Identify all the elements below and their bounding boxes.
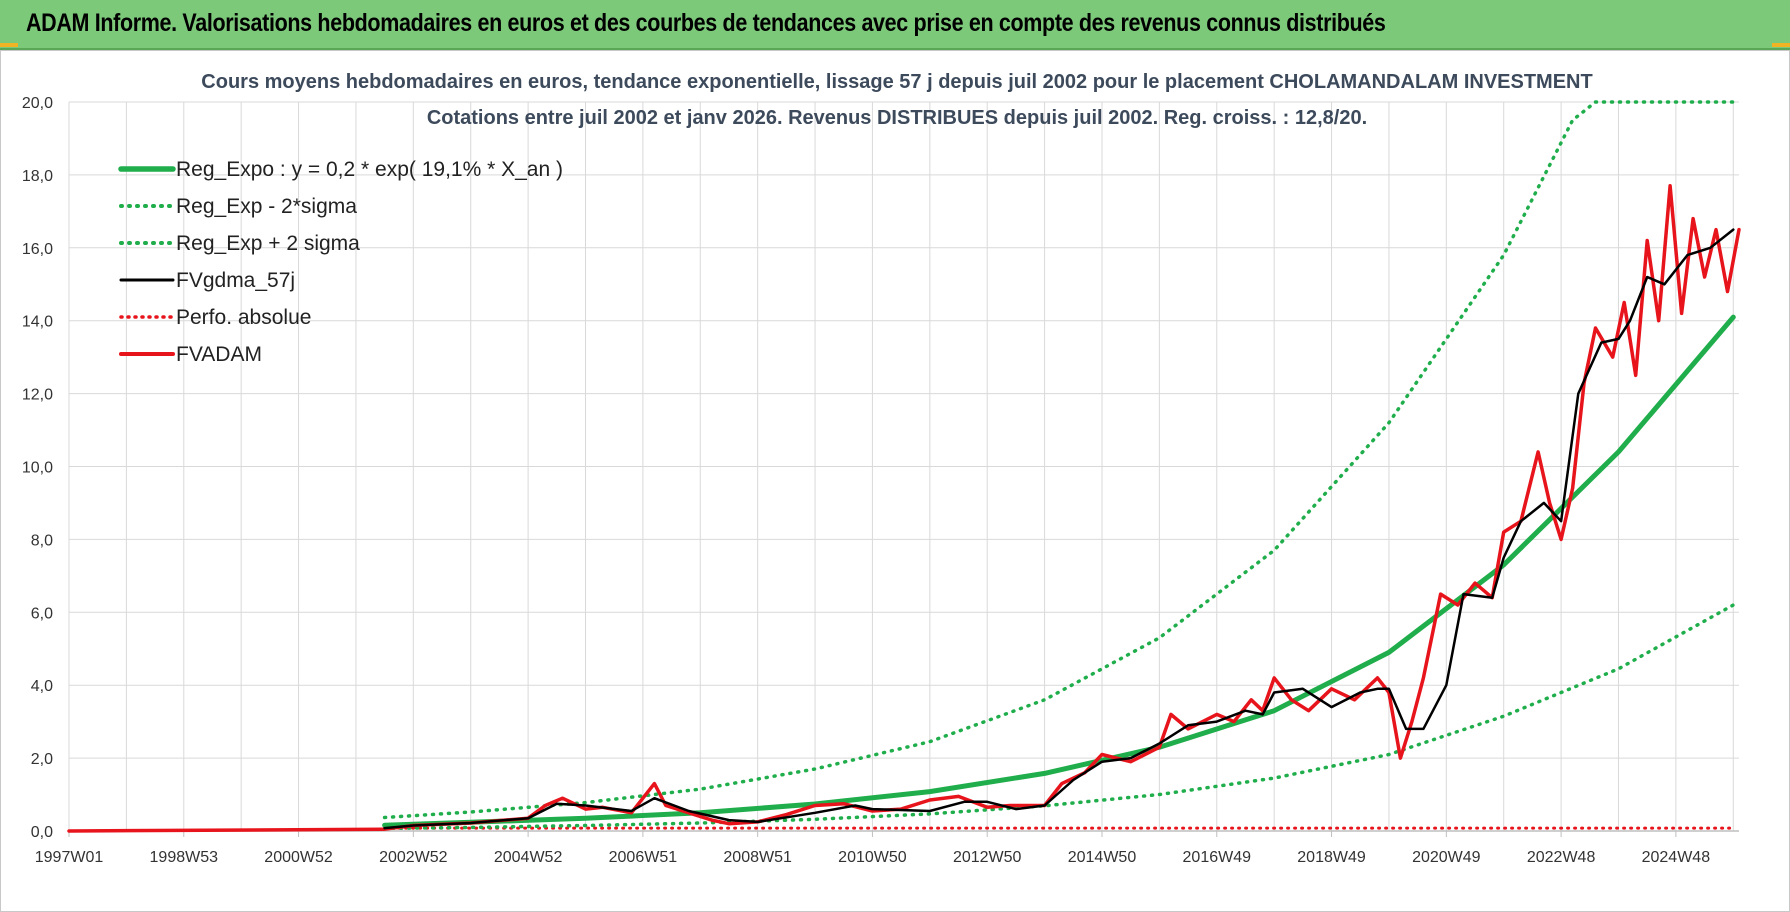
x-axis-ticks: 1997W01 1998W53 2000W52 2002W52 2004W52 2006W… xyxy=(35,831,1710,866)
legend-label: Reg_Exp + 2 sigma xyxy=(176,232,360,255)
chart-lines xyxy=(67,100,1741,833)
corner-mark-top-left xyxy=(0,43,18,47)
x-tick-label: 2020W49 xyxy=(1412,849,1481,866)
x-tick-label: 1997W01 xyxy=(35,849,104,866)
y-tick-label: 20,0 xyxy=(22,95,53,112)
corner-mark-top-right xyxy=(1772,43,1790,47)
y-tick-label: 8,0 xyxy=(31,532,53,549)
legend-label: Reg_Exp - 2*sigma xyxy=(176,195,357,218)
report-title: ADAM Informe. Valorisations hebdomadaire… xyxy=(26,9,1386,37)
y-tick-label: 16,0 xyxy=(22,241,53,258)
y-tick-label: 2,0 xyxy=(31,751,53,768)
x-tick-label: 2010W50 xyxy=(838,849,907,866)
chart-frame: 0,0 2,0 4,0 6,0 8,0 10,0 12,0 14,0 16,0 18,0 20,0 … xyxy=(0,50,1790,912)
x-tick-label: 2024W48 xyxy=(1642,849,1711,866)
y-axis-ticks: 0,0 2,0 4,0 6,0 8,0 10,0 12,0 14,0 16,0 18,0 20,0 xyxy=(22,95,53,841)
y-tick-label: 14,0 xyxy=(22,314,53,331)
x-tick-label: 2000W52 xyxy=(264,849,333,866)
legend-label: Perfo. absolue xyxy=(176,306,311,329)
x-tick-label: 2008W51 xyxy=(723,849,792,866)
x-tick-label: 2018W49 xyxy=(1297,849,1366,866)
y-tick-label: 10,0 xyxy=(22,460,53,477)
x-tick-label: 2006W51 xyxy=(609,849,678,866)
x-tick-label: 2004W52 xyxy=(494,849,563,866)
chart-title-line1: Cours moyens hebdomadaires en euros, ten… xyxy=(201,71,1592,93)
chart-svg: 0,02,04,06,08,010,012,014,016,018,020,0 … xyxy=(22,71,1741,866)
series-line-0 xyxy=(382,314,1736,828)
x-tick-label: 2012W50 xyxy=(953,849,1022,866)
legend-label: Reg_Expo : y = 0,2 * exp( 19,1% * X_an ) xyxy=(176,158,563,181)
x-tick-label: 2016W49 xyxy=(1183,849,1252,866)
legend-label: FVADAM xyxy=(176,343,262,366)
y-tick-label: 18,0 xyxy=(22,168,53,185)
y-tick-label: 6,0 xyxy=(31,605,53,622)
x-tick-label: 2014W50 xyxy=(1068,849,1137,866)
legend-label: FVgdma_57j xyxy=(176,269,295,292)
x-tick-label: 1998W53 xyxy=(150,849,219,866)
chart-grid xyxy=(68,101,1739,832)
x-tick-label: 2002W52 xyxy=(379,849,448,866)
y-tick-label: 0,0 xyxy=(31,824,53,841)
chart-legend: Reg_Expo : y = 0,2 * exp( 19,1% * X_an )… xyxy=(118,158,563,366)
series-line-1 xyxy=(382,603,1736,831)
series-line-5 xyxy=(67,184,1741,833)
series-line-3 xyxy=(383,228,1735,830)
x-tick-label: 2022W48 xyxy=(1527,849,1596,866)
chart-title-line2: Cotations entre juil 2002 et janv 2026. … xyxy=(427,107,1367,129)
y-tick-label: 4,0 xyxy=(31,678,53,695)
report-banner: ADAM Informe. Valorisations hebdomadaire… xyxy=(0,0,1790,50)
series-line-2 xyxy=(382,100,1736,820)
y-tick-label: 12,0 xyxy=(22,387,53,404)
